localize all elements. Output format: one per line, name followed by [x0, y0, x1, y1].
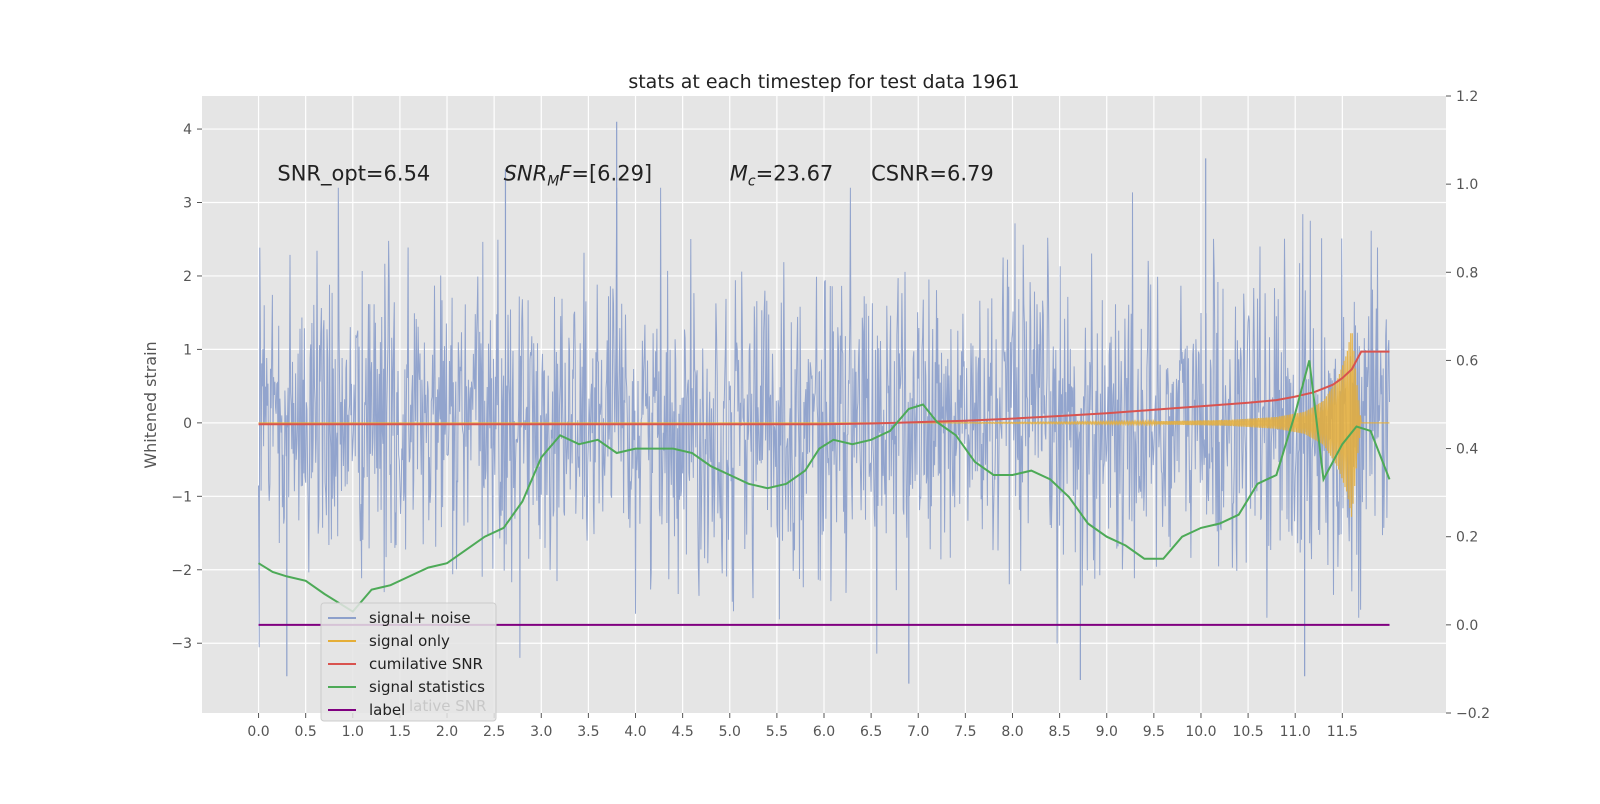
- y2-tick-label: −0.2: [1456, 706, 1490, 722]
- cumulative-snr-line: [258, 350, 1390, 426]
- annotation: SNRMF=[6.29]: [504, 161, 653, 189]
- legend-label: signal only: [369, 632, 450, 650]
- annotation: SNR_opt=6.54: [277, 161, 430, 186]
- x-tick-label: 0.0: [247, 724, 269, 740]
- x-tick-label: 10.0: [1185, 724, 1216, 740]
- legend-label: cumilative SNR: [369, 655, 483, 673]
- y2-tick-label: 0.6: [1456, 353, 1478, 369]
- legend-ghost-text: lative SNR: [409, 697, 486, 715]
- x-tick-label: 7.5: [954, 724, 976, 740]
- y-tick-label: −3: [171, 636, 192, 652]
- signal-only-series: [258, 333, 1390, 517]
- x-tick-label: 6.0: [813, 724, 835, 740]
- x-tick-label: 8.5: [1048, 724, 1070, 740]
- y-tick-label: 1: [183, 342, 192, 358]
- x-tick-label: 3.5: [577, 724, 599, 740]
- y2-tick-label: 0.4: [1456, 442, 1478, 458]
- x-tick-label: 4.5: [672, 724, 694, 740]
- y2-tick-label: 1.0: [1456, 177, 1478, 193]
- x-tick-label: 6.5: [860, 724, 882, 740]
- x-tick-label: 5.0: [719, 724, 741, 740]
- x-tick-label: 3.0: [530, 724, 552, 740]
- x-tick-label: 2.0: [436, 724, 458, 740]
- y-tick-label: −1: [171, 489, 192, 505]
- x-tick-label: 2.5: [483, 724, 505, 740]
- annotation: Mc=23.67: [730, 161, 834, 189]
- legend-label: signal statistics: [369, 678, 485, 696]
- y2-tick-label: 0.0: [1456, 618, 1478, 634]
- y2-tick-label: 0.2: [1456, 530, 1478, 546]
- y-tick-label: 3: [183, 196, 192, 212]
- x-tick-label: 0.5: [295, 724, 317, 740]
- axes-layer: 0.0 0.5 1.0 1.5 2.0 2.5 3.0 3.5 4.0 4.5 5.0 5.5 6.0 6…: [171, 89, 1490, 740]
- y-axis-label: Whitened strain: [141, 341, 160, 468]
- x-tick-label: 10.5: [1233, 724, 1264, 740]
- x-tick-label: 7.0: [907, 724, 929, 740]
- annotations: SNR_opt=6.54 SNRMF=[6.29] Mc=23.67 CSNR=6.7…: [277, 161, 993, 189]
- signal-statistics-line: [257, 360, 1391, 613]
- y2-tick-label: 0.8: [1456, 265, 1478, 281]
- chart-title: stats at each timestep for test data 196…: [628, 71, 1019, 93]
- x-tick-label: 11.0: [1280, 724, 1311, 740]
- y-tick-label: 4: [183, 122, 192, 138]
- y-tick-label: 0: [183, 416, 192, 432]
- y2-tick-label: 1.2: [1456, 89, 1478, 105]
- x-tick-label: 9.0: [1096, 724, 1118, 740]
- y-tick-label: −2: [171, 563, 192, 579]
- legend-label: signal+ noise: [369, 609, 471, 627]
- x-tick-label: 9.5: [1143, 724, 1165, 740]
- x-tick-label: 8.0: [1001, 724, 1023, 740]
- legend: lative SNR signal+ noise signal only cumila…: [320, 602, 497, 722]
- x-tick-label: 5.5: [766, 724, 788, 740]
- y-tick-label: 2: [183, 269, 192, 285]
- signal-only-line: [258, 333, 1390, 517]
- x-tick-label: 1.0: [342, 724, 364, 740]
- legend-box: [320, 602, 497, 722]
- x-tick-label: 4.0: [624, 724, 646, 740]
- x-tick-label: 11.5: [1327, 724, 1358, 740]
- annotation: CSNR=6.79: [871, 161, 994, 185]
- x-tick-label: 1.5: [389, 724, 411, 740]
- legend-label: label: [369, 701, 405, 719]
